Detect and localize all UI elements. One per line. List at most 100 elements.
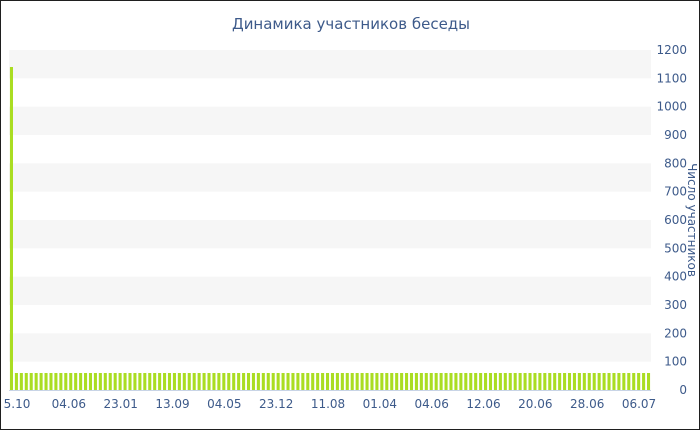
bar bbox=[647, 373, 651, 390]
bar bbox=[158, 373, 162, 390]
bar bbox=[340, 373, 344, 390]
bar bbox=[321, 373, 325, 390]
y-tick-label: 600 bbox=[664, 213, 687, 227]
bar bbox=[355, 373, 359, 390]
y-tick-label: 1000 bbox=[656, 100, 687, 114]
grid-band bbox=[9, 106, 651, 135]
bar bbox=[429, 373, 433, 390]
bar bbox=[88, 373, 93, 390]
bar bbox=[513, 373, 517, 390]
x-axis-ticks: 5.10 04.06 23.01 13.09 04.05 23.12 11.08 01.04 0… bbox=[4, 397, 657, 411]
bar bbox=[424, 373, 428, 390]
bar bbox=[49, 373, 53, 390]
bar bbox=[59, 373, 63, 390]
chart-title: Динамика участников беседы bbox=[232, 15, 470, 33]
bar bbox=[498, 373, 502, 390]
y-tick-label: 200 bbox=[664, 326, 687, 340]
bar bbox=[587, 373, 591, 390]
bar bbox=[306, 373, 310, 390]
bar bbox=[93, 373, 97, 390]
bar bbox=[167, 373, 172, 390]
bar bbox=[592, 373, 596, 390]
bar bbox=[291, 373, 295, 390]
bar bbox=[538, 373, 542, 390]
grid-band bbox=[9, 50, 651, 79]
bar bbox=[202, 373, 206, 390]
bar bbox=[434, 373, 438, 390]
y-tick-label: 300 bbox=[664, 298, 687, 312]
bar bbox=[469, 373, 473, 390]
y-axis-ticks: 0 100 200 300 400 500 600 700 800 900 1000 1100 1200 bbox=[656, 43, 687, 397]
bar bbox=[385, 373, 389, 390]
bar bbox=[553, 373, 557, 390]
x-tick-label: 06.07 bbox=[622, 397, 656, 411]
bar bbox=[271, 373, 275, 390]
bar bbox=[330, 373, 334, 390]
bar bbox=[133, 373, 137, 390]
bar bbox=[232, 373, 236, 390]
bar bbox=[163, 373, 167, 390]
bar bbox=[577, 373, 581, 390]
bar bbox=[118, 373, 122, 390]
bar bbox=[380, 373, 384, 390]
bar bbox=[642, 373, 646, 390]
bar bbox=[311, 373, 315, 390]
bar bbox=[326, 373, 330, 390]
bar bbox=[316, 373, 320, 390]
bar bbox=[301, 373, 305, 390]
grid-bands bbox=[9, 50, 651, 362]
bar bbox=[217, 373, 221, 390]
bar bbox=[454, 373, 458, 390]
bar bbox=[108, 373, 112, 390]
bar bbox=[459, 373, 463, 390]
bar bbox=[484, 373, 488, 390]
y-tick-label: 700 bbox=[664, 185, 687, 199]
bar bbox=[419, 373, 423, 390]
bar bbox=[360, 373, 364, 390]
bar bbox=[177, 373, 181, 390]
bar bbox=[266, 373, 270, 390]
bar bbox=[602, 373, 606, 390]
y-tick-label: 1200 bbox=[656, 43, 687, 57]
bar bbox=[242, 373, 246, 390]
bar bbox=[607, 373, 611, 390]
x-tick-label: 04.05 bbox=[207, 397, 241, 411]
bar bbox=[350, 373, 354, 390]
bar bbox=[365, 373, 369, 390]
bar bbox=[44, 373, 48, 390]
bar bbox=[617, 373, 621, 390]
bar bbox=[612, 373, 616, 390]
bar bbox=[123, 373, 127, 390]
bar bbox=[464, 373, 468, 390]
bar bbox=[597, 373, 601, 390]
bar bbox=[528, 373, 532, 390]
bar bbox=[84, 373, 88, 390]
grid-band bbox=[9, 163, 651, 192]
y-tick-label: 100 bbox=[664, 355, 687, 369]
y-tick-label: 1100 bbox=[656, 71, 687, 85]
bar bbox=[345, 373, 349, 390]
grid-band bbox=[9, 220, 651, 249]
bar bbox=[622, 373, 626, 390]
bar bbox=[523, 373, 527, 390]
bar bbox=[143, 373, 147, 390]
bar bbox=[14, 373, 18, 390]
bar bbox=[488, 373, 493, 390]
bar bbox=[409, 373, 414, 390]
bar bbox=[256, 373, 260, 390]
bar bbox=[251, 373, 255, 390]
grid-band bbox=[9, 333, 651, 362]
bar bbox=[98, 373, 102, 390]
bar bbox=[508, 373, 512, 390]
bar bbox=[69, 373, 73, 390]
bar bbox=[113, 373, 117, 390]
bar bbox=[543, 373, 547, 390]
bar bbox=[582, 373, 586, 390]
bar bbox=[246, 373, 251, 390]
x-tick-label: 20.06 bbox=[518, 397, 552, 411]
bar bbox=[34, 373, 38, 390]
bar bbox=[148, 373, 152, 390]
bar bbox=[19, 373, 23, 390]
